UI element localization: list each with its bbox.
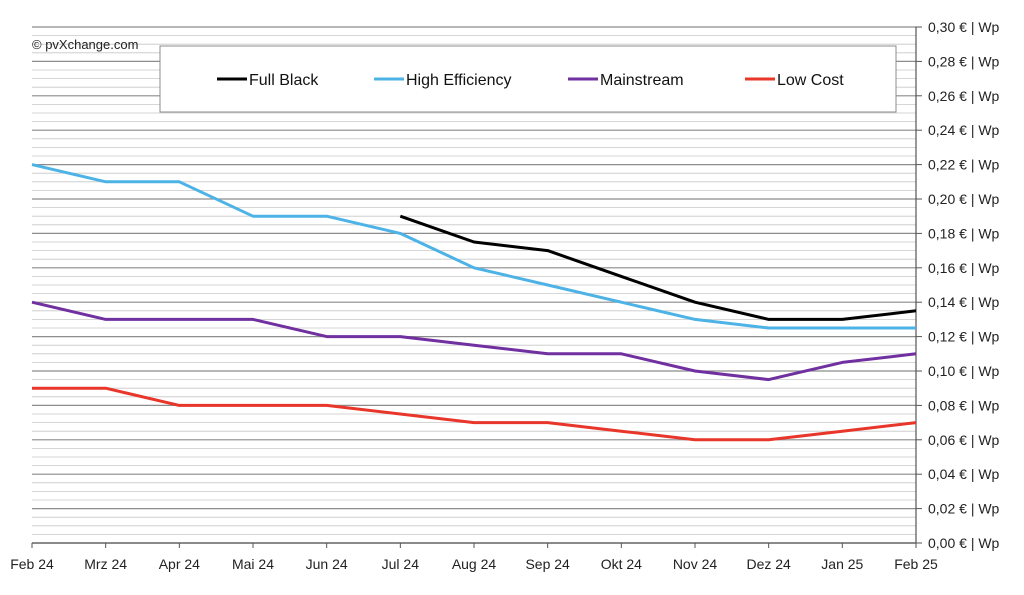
y-tick-label: 0,28 € | Wp	[928, 53, 1000, 69]
grid-lines	[32, 26, 916, 544]
y-tick-label: 0,20 € | Wp	[928, 191, 1000, 207]
y-tick-label: 0,10 € | Wp	[928, 363, 1000, 379]
x-axis: Feb 24 Mrz 24 Apr 24 Mai 24 Jun 24 Jul 24 Aug …	[10, 542, 938, 572]
x-tick-label: Jan 25	[821, 556, 863, 572]
legend: Full Black High Efficiency Mainstream Low C…	[159, 45, 897, 113]
x-tick-label: Feb 25	[894, 556, 938, 572]
x-tick-label: Dez 24	[746, 556, 791, 572]
legend-label: Full Black	[249, 72, 319, 89]
x-tick-label: Jun 24	[306, 556, 348, 572]
y-tick-label: 0,22 € | Wp	[928, 157, 1000, 173]
legend-label: Low Cost	[777, 72, 844, 89]
y-tick-label: 0,04 € | Wp	[928, 466, 1000, 482]
y-tick-label: 0,08 € | Wp	[928, 397, 1000, 413]
y-tick-label: 0,16 € | Wp	[928, 260, 1000, 276]
series-line-high-efficiency	[31, 163, 916, 330]
x-tick-label: Okt 24	[601, 556, 642, 572]
y-tick-label: 0,14 € | Wp	[928, 294, 1000, 310]
y-tick-label: 0,30 € | Wp	[928, 19, 1000, 35]
copyright-label: © pvXchange.com	[32, 37, 138, 52]
y-tick-label: 0,12 € | Wp	[928, 329, 1000, 345]
x-tick-label: Aug 24	[452, 556, 497, 572]
y-tick-label: 0,00 € | Wp	[928, 535, 1000, 551]
x-tick-label: Sep 24	[525, 556, 570, 572]
series-line-low-cost	[32, 386, 917, 442]
y-tick-label: 0,24 € | Wp	[928, 122, 1000, 138]
x-tick-label: Mai 24	[232, 556, 274, 572]
x-tick-label: Mrz 24	[84, 556, 127, 572]
series-line-full-black	[399, 214, 917, 321]
y-tick-label: 0,18 € | Wp	[928, 225, 1000, 241]
y-tick-label: 0,26 € | Wp	[928, 88, 1000, 104]
x-tick-label: Apr 24	[159, 556, 200, 572]
y-tick-label: 0,02 € | Wp	[928, 501, 1000, 517]
y-tick-label: 0,06 € | Wp	[928, 432, 1000, 448]
y-axis: 0,00 € | Wp 0,02 € | Wp 0,04 € | Wp 0,06 € …	[915, 19, 1000, 551]
x-tick-label: Jul 24	[382, 556, 420, 572]
legend-label: Mainstream	[600, 72, 684, 89]
series-line-mainstream	[31, 300, 917, 382]
legend-label: High Efficiency	[406, 72, 512, 89]
x-tick-label: Nov 24	[673, 556, 718, 572]
series-lines	[31, 163, 917, 442]
x-tick-label: Feb 24	[10, 556, 54, 572]
